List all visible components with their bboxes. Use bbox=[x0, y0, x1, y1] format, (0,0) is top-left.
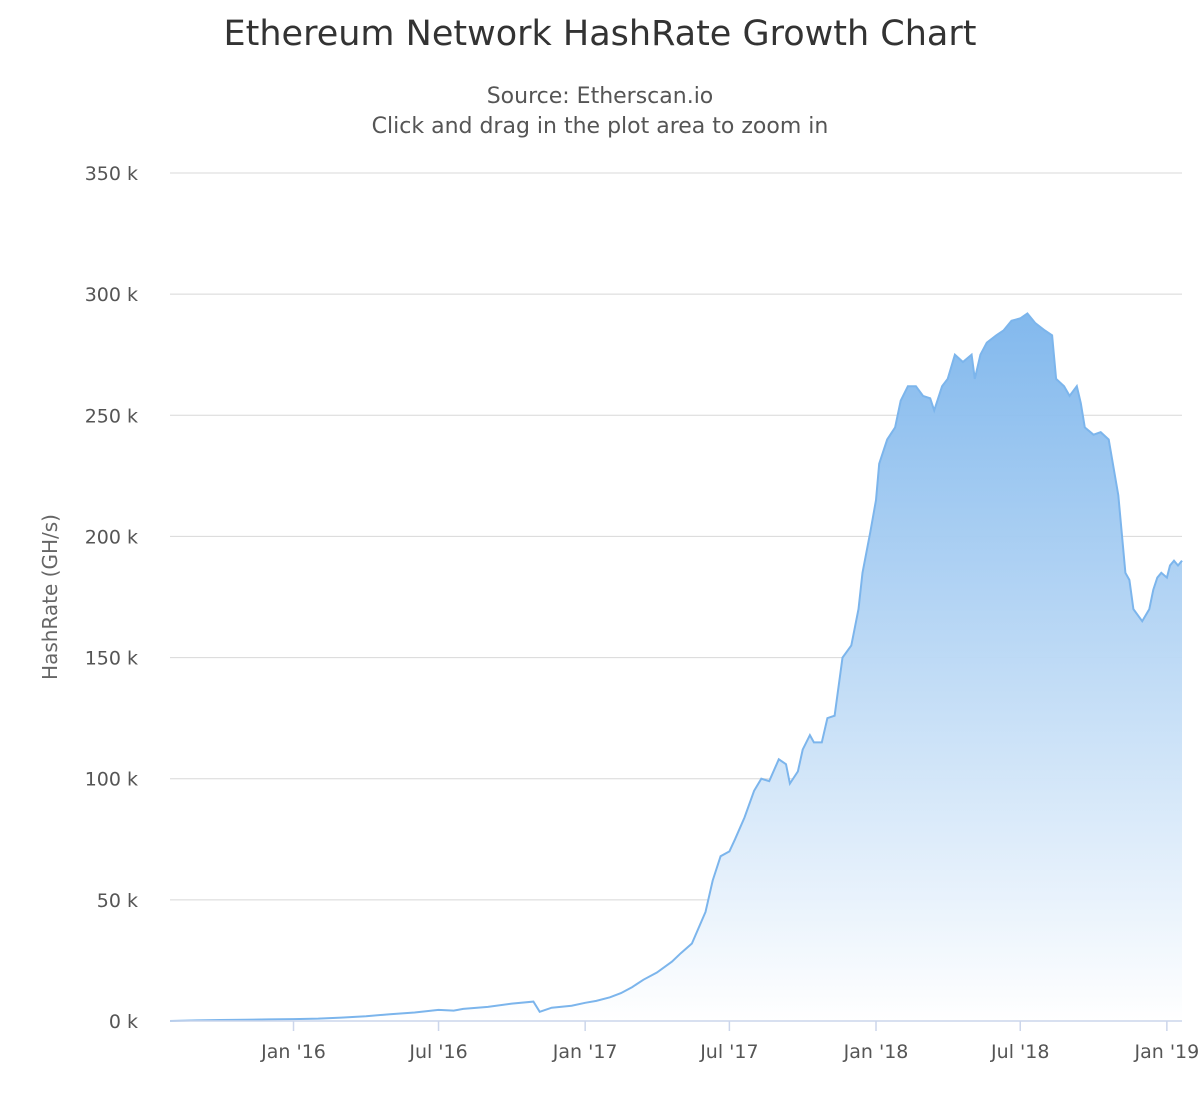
x-tick-label: Jan '18 bbox=[843, 1041, 909, 1063]
y-tick-label: 150 k bbox=[85, 648, 138, 670]
y-tick-label: 100 k bbox=[85, 769, 138, 791]
y-tick-label: 50 k bbox=[97, 890, 138, 912]
x-tick-label: Jan '19 bbox=[1133, 1041, 1199, 1063]
hashrate-line bbox=[169, 312, 1183, 1022]
subtitle-source: Source: Etherscan.io bbox=[486, 84, 714, 109]
y-tick-label: 250 k bbox=[85, 405, 138, 427]
x-tick-label: Jul '16 bbox=[408, 1041, 467, 1063]
y-axis-ticks: 0 k 50 k 100 k 150 k 200 k 250 k 300 k 350 k bbox=[85, 163, 138, 1033]
x-tick-label: Jul '17 bbox=[699, 1041, 758, 1063]
y-tick-label: 300 k bbox=[85, 284, 138, 306]
y-tick-label: 350 k bbox=[85, 163, 138, 185]
hashrate-area bbox=[170, 313, 1182, 1021]
y-axis-label: HashRate (GH/s) bbox=[38, 514, 62, 680]
x-tick-label: Jan '17 bbox=[552, 1041, 618, 1063]
y-tick-label: 200 k bbox=[85, 526, 138, 548]
chart-subtitle: Source: Etherscan.io Click and drag in t… bbox=[0, 82, 1200, 142]
x-tick-label: Jan '16 bbox=[260, 1041, 326, 1063]
x-tick-label: Jul '18 bbox=[990, 1041, 1049, 1063]
chart-title: Ethereum Network HashRate Growth Chart bbox=[223, 14, 977, 54]
subtitle-zoom-hint: Click and drag in the plot area to zoom … bbox=[371, 114, 829, 139]
x-axis: Jan '16 Jul '16 Jan '17 Jul '17 Jan '18 Jul '… bbox=[170, 1020, 1199, 1063]
y-tick-label: 0 k bbox=[109, 1011, 138, 1033]
